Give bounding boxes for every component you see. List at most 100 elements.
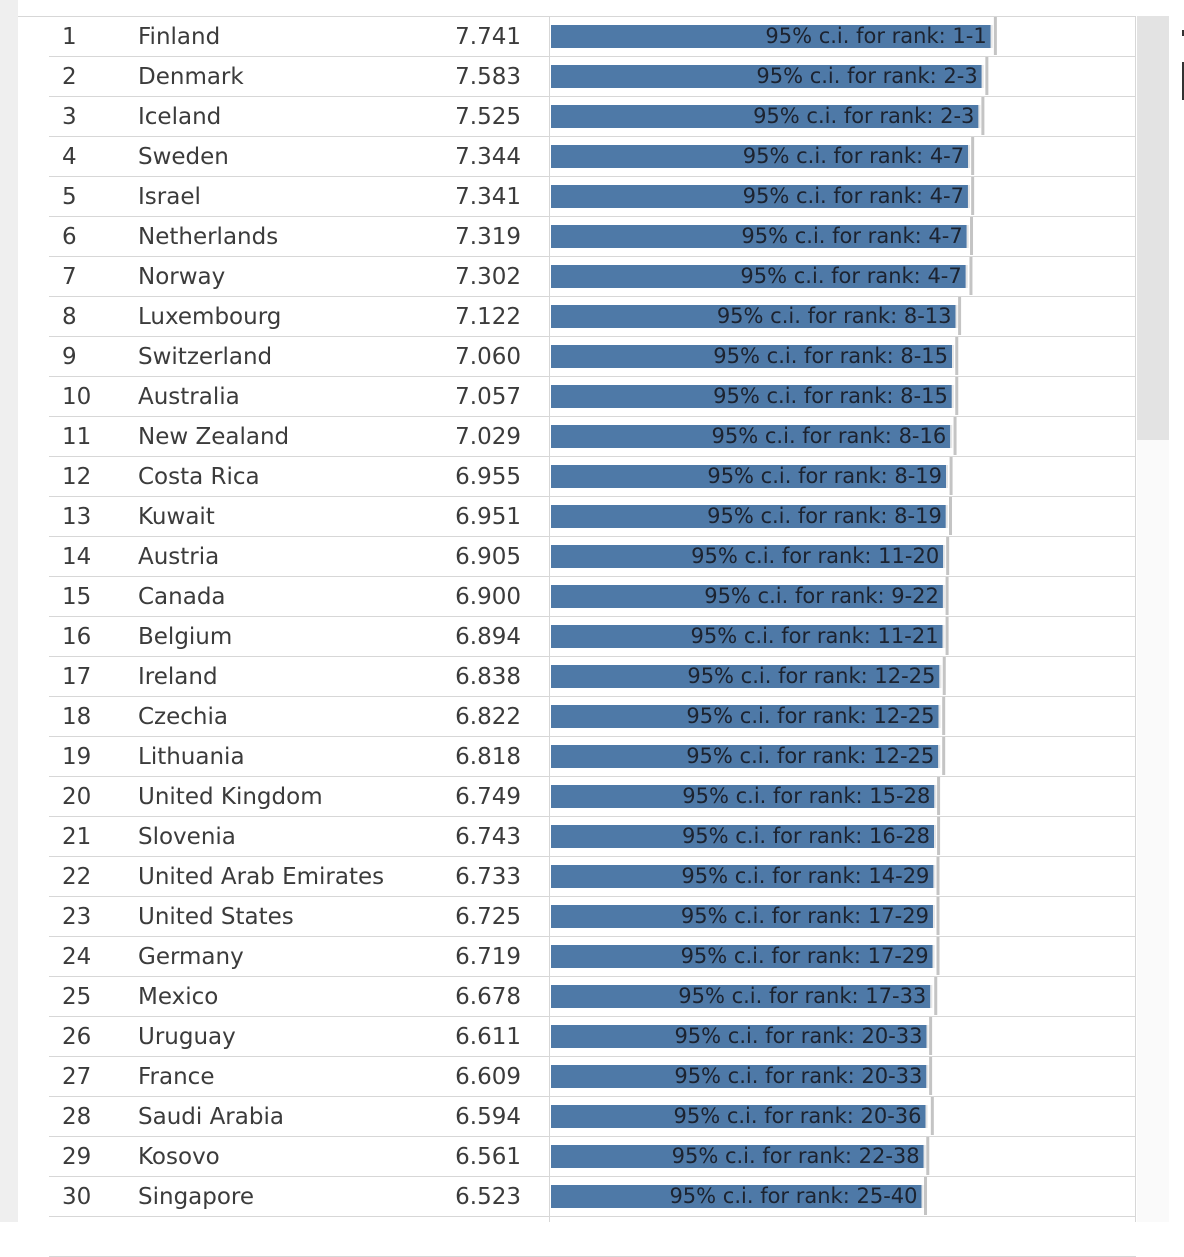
- row-divider: [49, 336, 1136, 337]
- score-cell: 7.341: [455, 184, 521, 210]
- table-row[interactable]: 5 Israel 7.341: [49, 177, 1136, 216]
- ci-whisker: [937, 817, 941, 855]
- ci-tick: [926, 1065, 929, 1088]
- ci-tick: [967, 185, 970, 208]
- row-divider: [49, 736, 1136, 737]
- table-row[interactable]: 21 Slovenia 6.743: [49, 817, 1136, 856]
- table-row[interactable]: 27 France 6.609: [49, 1057, 1136, 1096]
- score-cell: 6.609: [455, 1064, 521, 1090]
- country-cell: Israel: [138, 184, 201, 210]
- score-bar: [551, 785, 935, 808]
- table-row[interactable]: 7 Norway 7.302: [49, 257, 1136, 296]
- ci-whisker: [945, 617, 949, 655]
- table-row[interactable]: 16 Belgium 6.894: [49, 617, 1136, 656]
- score-bar: [551, 1105, 926, 1128]
- rank-cell: 1: [62, 24, 77, 50]
- score-cell: 7.029: [455, 424, 521, 450]
- ci-whisker: [949, 457, 953, 495]
- country-cell: Iceland: [138, 104, 222, 130]
- table-row[interactable]: 17 Ireland 6.838: [49, 657, 1136, 696]
- score-cell: 7.525: [455, 104, 521, 130]
- table-row[interactable]: 28 Saudi Arabia 6.594: [49, 1097, 1136, 1136]
- table-row[interactable]: 23 United States 6.725: [49, 897, 1136, 936]
- ci-whisker: [936, 937, 940, 975]
- ci-tick: [939, 665, 942, 688]
- table-row[interactable]: 14 Austria 6.905: [49, 537, 1136, 576]
- ci-tick: [981, 65, 984, 88]
- ci-label: 95% c.i. for rank: 11-20: [691, 544, 940, 568]
- row-divider: [49, 1096, 1136, 1097]
- score-cell: 6.611: [455, 1024, 521, 1050]
- ci-label: 95% c.i. for rank: 8-15: [713, 344, 948, 368]
- score-bar: [551, 185, 968, 208]
- table-row[interactable]: 29 Kosovo 6.561: [49, 1137, 1136, 1176]
- table-row[interactable]: 10 Australia 7.057: [49, 377, 1136, 416]
- ci-whisker: [971, 177, 975, 215]
- ci-label: 95% c.i. for rank: 2-3: [756, 64, 978, 88]
- row-divider: [49, 896, 1136, 897]
- ci-whisker: [942, 657, 946, 695]
- table-row[interactable]: 18 Czechia 6.822: [49, 697, 1136, 736]
- ci-label: 95% c.i. for rank: 1-1: [765, 24, 987, 48]
- country-cell: New Zealand: [138, 424, 290, 450]
- ci-label: 95% c.i. for rank: 4-7: [742, 144, 965, 168]
- table-row[interactable]: 4 Sweden 7.344: [49, 137, 1136, 176]
- row-divider: [49, 296, 1136, 297]
- table-row[interactable]: 6 Netherlands 7.319: [49, 217, 1136, 256]
- rank-cell: 24: [62, 944, 92, 970]
- ci-tick: [934, 785, 937, 808]
- row-divider: [49, 456, 1136, 457]
- table-row[interactable]: 8 Luxembourg 7.122: [49, 297, 1136, 336]
- rank-cell: 16: [62, 624, 92, 650]
- score-cell: 6.733: [455, 864, 521, 890]
- ci-whisker: [958, 297, 962, 335]
- country-cell: Singapore: [138, 1184, 255, 1210]
- left-gutter: [0, 0, 18, 1222]
- table-row[interactable]: 26 Uruguay 6.611: [49, 1017, 1136, 1056]
- table-row[interactable]: 9 Switzerland 7.060: [49, 337, 1136, 376]
- score-cell: 6.594: [455, 1104, 521, 1130]
- score-bar: [551, 865, 934, 888]
- ci-tick: [968, 145, 971, 168]
- row-divider: [49, 1216, 1136, 1217]
- table-row[interactable]: 19 Lithuania 6.818: [49, 737, 1136, 776]
- ci-label: 95% c.i. for rank: 4-7: [741, 224, 963, 248]
- score-bar: [551, 625, 943, 648]
- ci-label: 95% c.i. for rank: 9-22: [704, 584, 939, 608]
- country-cell: Sweden: [138, 144, 229, 170]
- table-row[interactable]: 22 United Arab Emirates 6.733: [49, 857, 1136, 896]
- table-row[interactable]: 11 New Zealand 7.029: [49, 417, 1136, 456]
- rank-cell: 13: [62, 504, 92, 530]
- ci-whisker: [929, 1057, 933, 1095]
- score-bar: [551, 425, 951, 448]
- table-row[interactable]: 20 United Kingdom 6.749: [49, 777, 1136, 816]
- ci-tick: [934, 825, 937, 848]
- table-row[interactable]: 1 Finland 7.741: [49, 17, 1136, 56]
- ci-label: 95% c.i. for rank: 16-28: [681, 824, 930, 848]
- ci-whisker: [981, 97, 985, 135]
- ci-label: 95% c.i. for rank: 12-25: [686, 744, 935, 768]
- score-bar: [551, 1025, 927, 1048]
- score-bar: [551, 1185, 922, 1208]
- country-cell: Kosovo: [138, 1144, 220, 1170]
- scrollbar-thumb[interactable]: [1137, 16, 1169, 440]
- row-divider: [49, 776, 1136, 777]
- score-cell: 6.749: [455, 784, 521, 810]
- score-bar: [551, 305, 956, 328]
- ci-label: 95% c.i. for rank: 25-40: [669, 1184, 918, 1208]
- row-divider: [49, 1176, 1136, 1177]
- score-bar: [551, 585, 943, 608]
- table-row[interactable]: 2 Denmark 7.583: [49, 57, 1136, 96]
- ci-whisker: [942, 737, 946, 775]
- ci-tick: [950, 425, 953, 448]
- table-row[interactable]: 30 Singapore 6.523: [49, 1177, 1136, 1216]
- table-row[interactable]: 25 Mexico 6.678: [49, 977, 1136, 1016]
- table-row[interactable]: 15 Canada 6.900: [49, 577, 1136, 616]
- table-row[interactable]: 13 Kuwait 6.951: [49, 497, 1136, 536]
- country-cell: Austria: [138, 544, 220, 570]
- table-row[interactable]: 24 Germany 6.719: [49, 937, 1136, 976]
- table-row[interactable]: 3 Iceland 7.525: [49, 97, 1136, 136]
- row-divider: [49, 576, 1136, 577]
- row-divider: [49, 536, 1136, 537]
- table-row[interactable]: 12 Costa Rica 6.955: [49, 457, 1136, 496]
